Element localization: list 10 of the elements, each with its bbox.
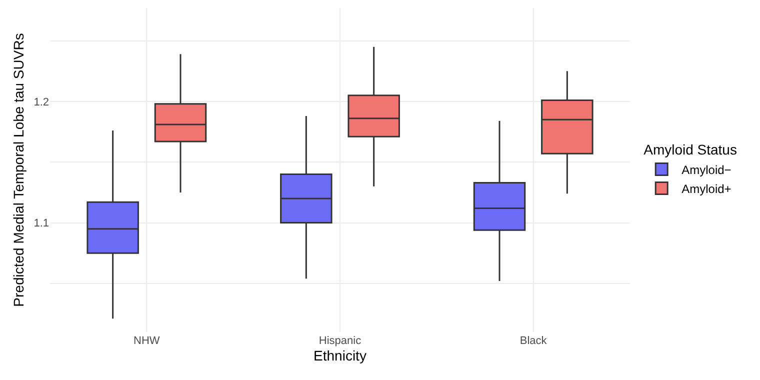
y-tick-label: 1.2 bbox=[34, 96, 49, 108]
y-axis-title: Predicted Medial Temporal Lobe tau SUVRs bbox=[10, 33, 26, 307]
y-tick-label: 1.1 bbox=[34, 218, 49, 230]
x-tick-label: Hispanic bbox=[318, 335, 362, 347]
legend-label: Amyloid+ bbox=[682, 182, 732, 196]
legend-label: Amyloid− bbox=[682, 162, 732, 177]
x-axis-title: Ethnicity bbox=[314, 347, 366, 364]
legend-title: Amyloid Status bbox=[644, 142, 737, 158]
x-tick-label: NHW bbox=[134, 335, 160, 347]
x-tick-label: Black bbox=[520, 335, 548, 347]
